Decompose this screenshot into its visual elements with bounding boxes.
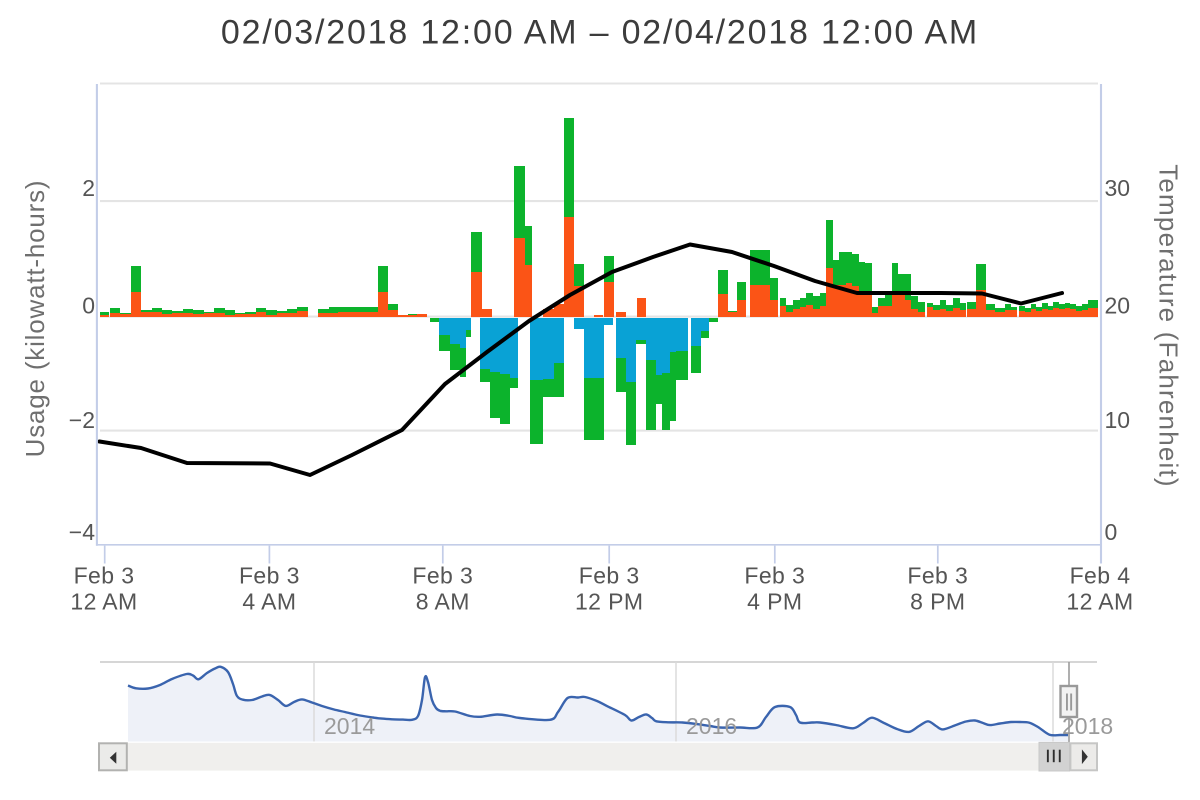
svg-text:Feb 3: Feb 3 [412,562,473,588]
svg-text:Temperature (Fahrenheit): Temperature (Fahrenheit) [1154,164,1184,488]
svg-text:2: 2 [82,175,95,201]
svg-text:−4: −4 [69,519,95,545]
svg-text:12 AM: 12 AM [70,588,137,614]
svg-text:10: 10 [1105,407,1131,433]
svg-text:4 AM: 4 AM [242,588,296,614]
svg-text:0: 0 [1105,519,1118,545]
svg-text:8 AM: 8 AM [416,588,470,614]
svg-text:8 PM: 8 PM [910,588,965,614]
svg-text:4 PM: 4 PM [747,588,802,614]
svg-text:12 AM: 12 AM [1066,588,1133,614]
svg-text:30: 30 [1105,175,1131,201]
svg-text:Feb 3: Feb 3 [579,562,640,588]
svg-text:Feb 3: Feb 3 [744,562,805,588]
svg-text:Usage (kilowatt-hours): Usage (kilowatt-hours) [20,180,50,458]
svg-text:20: 20 [1105,292,1131,318]
svg-text:02/03/2018 12:00 AM – 02/04/20: 02/03/2018 12:00 AM – 02/04/2018 12:00 A… [221,14,979,52]
svg-text:−2: −2 [69,407,95,433]
svg-text:2016: 2016 [686,713,737,739]
svg-text:Feb 3: Feb 3 [74,562,135,588]
svg-text:2014: 2014 [324,713,375,739]
svg-text:Feb 4: Feb 4 [1070,562,1131,588]
svg-text:12 PM: 12 PM [575,588,643,614]
svg-text:Feb 3: Feb 3 [907,562,968,588]
svg-text:Feb 3: Feb 3 [239,562,300,588]
svg-text:0: 0 [82,292,95,318]
